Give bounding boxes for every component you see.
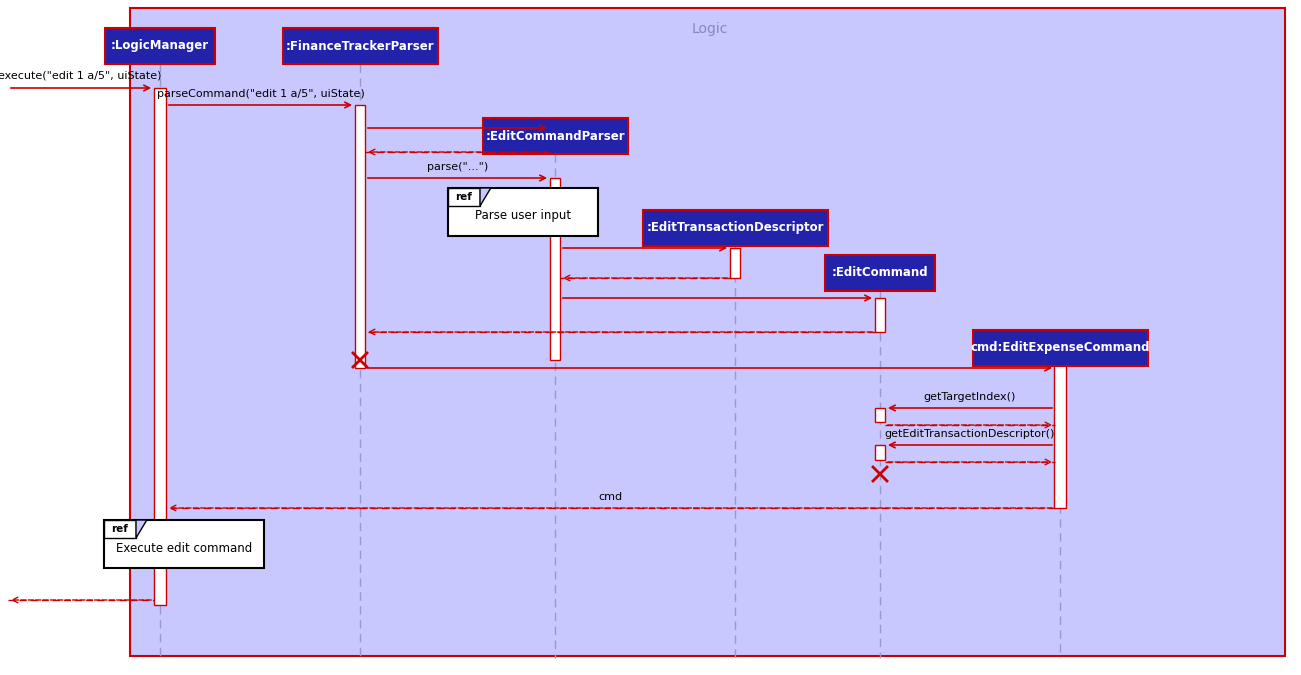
Bar — [104, 520, 137, 538]
Text: :LogicManager: :LogicManager — [111, 40, 209, 53]
Text: ref: ref — [455, 192, 472, 202]
Bar — [105, 28, 215, 64]
Text: Logic: Logic — [692, 22, 729, 36]
Bar — [448, 188, 598, 236]
Bar — [448, 188, 480, 206]
Text: :EditTransactionDescriptor: :EditTransactionDescriptor — [647, 221, 824, 234]
Bar — [550, 178, 559, 360]
Text: parseCommand("edit 1 a/5", uiState): parseCommand("edit 1 a/5", uiState) — [156, 89, 364, 99]
Text: Parse user input: Parse user input — [475, 209, 571, 223]
Bar — [104, 520, 264, 568]
Text: getEditTransactionDescriptor(): getEditTransactionDescriptor() — [885, 429, 1055, 439]
Bar — [876, 445, 885, 460]
Text: cmd: cmd — [598, 492, 623, 502]
Bar — [483, 118, 627, 154]
Bar — [825, 255, 935, 291]
Bar — [1054, 360, 1066, 508]
Polygon shape — [480, 188, 490, 206]
Bar — [154, 88, 167, 605]
Bar — [355, 105, 366, 368]
Polygon shape — [137, 520, 147, 538]
Text: Execute edit command: Execute edit command — [116, 541, 252, 554]
Text: execute("edit 1 a/5", uiState): execute("edit 1 a/5", uiState) — [0, 70, 161, 80]
Text: :FinanceTrackerParser: :FinanceTrackerParser — [286, 40, 435, 53]
Bar — [550, 128, 559, 152]
Bar — [130, 8, 1285, 656]
Text: parse("..."): parse("...") — [427, 162, 488, 172]
Text: getTargetIndex(): getTargetIndex() — [924, 392, 1016, 402]
Text: ref: ref — [112, 524, 129, 534]
Text: cmd:EditExpenseCommand: cmd:EditExpenseCommand — [971, 342, 1150, 354]
Text: :EditCommandParser: :EditCommandParser — [485, 130, 624, 142]
Bar — [643, 210, 827, 246]
Bar — [876, 408, 885, 422]
Bar — [730, 248, 740, 278]
Bar — [282, 28, 437, 64]
Text: :EditCommand: :EditCommand — [831, 267, 929, 279]
Bar — [973, 330, 1147, 366]
Bar — [876, 298, 885, 332]
